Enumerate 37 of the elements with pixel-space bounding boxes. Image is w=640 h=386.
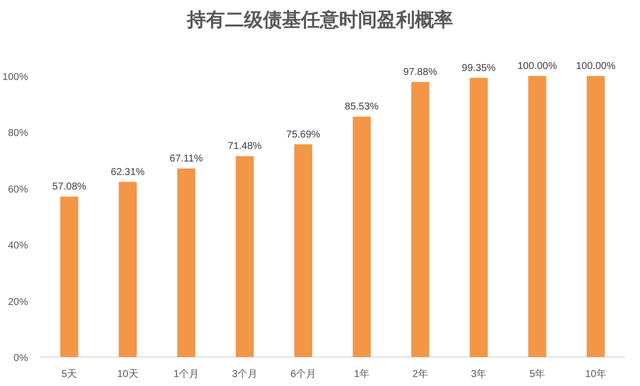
- bar: [60, 196, 78, 357]
- chart-title: 持有二级债基任意时间盈利概率: [186, 9, 453, 31]
- bar: [236, 156, 254, 357]
- data-label: 67.11%: [170, 153, 203, 164]
- bar: [118, 182, 137, 357]
- bar: [294, 144, 312, 357]
- x-tick-label: 10年: [585, 368, 606, 380]
- x-tick-label: 6个月: [290, 368, 316, 380]
- x-tick-label: 1年: [354, 368, 370, 380]
- data-label: 100.00%: [576, 61, 616, 72]
- x-tick-label: 3年: [470, 368, 487, 380]
- data-label: 71.48%: [228, 141, 262, 152]
- y-tick-label: 40%: [8, 240, 28, 252]
- bar: [586, 76, 605, 357]
- y-tick-label: 80%: [8, 128, 28, 140]
- data-label: 57.08%: [52, 182, 86, 193]
- data-label: 100.00%: [518, 61, 558, 72]
- x-tick-label: 3个月: [232, 368, 258, 380]
- y-tick-label: 60%: [8, 184, 28, 196]
- data-label: 85.53%: [344, 102, 379, 113]
- data-label: 75.69%: [286, 129, 320, 140]
- bar: [177, 168, 196, 357]
- data-label: 99.35%: [462, 62, 496, 74]
- bar: [411, 82, 430, 357]
- y-tick-label: 0%: [14, 353, 28, 364]
- y-tick-label: 20%: [8, 296, 28, 308]
- bar: [470, 78, 488, 357]
- bar: [528, 76, 546, 357]
- x-tick-label: 2年: [412, 368, 428, 380]
- x-tick-label: 5年: [529, 368, 546, 380]
- data-label: 97.88%: [403, 66, 438, 78]
- y-tick-label: 100%: [2, 72, 28, 83]
- bar: [352, 116, 371, 357]
- data-label: 62.31%: [110, 166, 145, 178]
- x-tick-label: 1个月: [173, 368, 200, 380]
- x-tick-label: 10天: [117, 369, 138, 380]
- x-tick-label: 5天: [61, 369, 78, 380]
